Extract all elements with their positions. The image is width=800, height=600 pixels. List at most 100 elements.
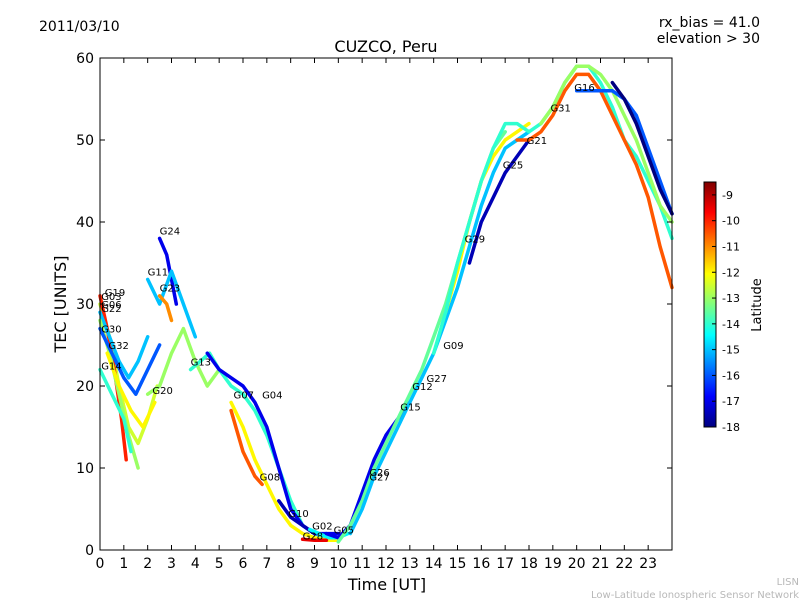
x-tick-label: 23 (639, 556, 657, 572)
axes: 0 1 2 3 4 5 6 7 8 9 10 11 12 13 14 15 16 17 18 19 20 21 22 2301… (76, 51, 673, 572)
satellite-label-G11: G11 (148, 267, 168, 278)
colorbar-tick-label: -15 (722, 344, 740, 357)
x-tick-label: 10 (329, 556, 347, 572)
satellite-label-G21: G21 (527, 136, 547, 147)
satellite-label-G28: G28 (303, 531, 323, 542)
satellite-label-G22: G22 (101, 304, 121, 315)
satellite-label-G13: G13 (191, 358, 211, 369)
series-G28 (300, 537, 329, 542)
satellite-label-G30: G30 (101, 325, 121, 336)
satellite-label-G04: G04 (262, 390, 282, 401)
x-tick-label: 2 (143, 556, 152, 572)
x-tick-label: 14 (425, 556, 443, 572)
x-tick-label: 3 (167, 556, 176, 572)
x-tick-label: 1 (119, 556, 128, 572)
x-tick-label: 0 (96, 556, 105, 572)
satellite-label-G02: G02 (312, 522, 332, 533)
watermark-lisn: LISN (777, 577, 799, 588)
satellite-label-G14: G14 (101, 362, 121, 373)
y-tick-label: 60 (76, 51, 94, 67)
satellite-label-G27: G27 (369, 472, 389, 483)
colorbar-tick-label: -18 (722, 421, 740, 434)
satellite-label-G08: G08 (260, 472, 280, 483)
satellite-label-G10: G10 (288, 509, 308, 520)
date-label: 2011/03/10 (39, 19, 120, 35)
series-G08 (229, 408, 264, 487)
y-axis-label: TEC [UNITS] (51, 256, 70, 354)
colorbar-tick-label: -16 (722, 369, 740, 382)
satellite-label-G07: G07 (233, 390, 253, 401)
y-tick-label: 0 (85, 543, 94, 559)
x-tick-label: 15 (449, 556, 467, 572)
x-tick-label: 19 (544, 556, 562, 572)
series-G30 (98, 326, 162, 396)
series-G12 (610, 80, 674, 216)
x-tick-label: 20 (568, 556, 586, 572)
series-G31 (539, 64, 674, 224)
satellite-label-G32: G32 (108, 341, 128, 352)
colorbar-label: Latitude (750, 278, 765, 332)
colorbar-tick-label: -9 (722, 189, 733, 202)
x-tick-label: 12 (377, 556, 395, 572)
satellite-label-G15: G15 (400, 403, 420, 414)
satellite-label-G19: G19 (105, 288, 125, 299)
plot-area (98, 64, 674, 544)
elevation-label: elevation > 30 (657, 31, 760, 47)
series-G25 (467, 138, 531, 265)
x-tick-label: 9 (310, 556, 319, 572)
x-tick-label: 16 (472, 556, 490, 572)
y-tick-label: 40 (76, 215, 94, 231)
series-G24 (157, 236, 179, 306)
satellite-label-G23: G23 (160, 284, 180, 295)
satellite-label-G20: G20 (152, 386, 172, 397)
colorbar-tick-label: -14 (722, 318, 740, 331)
x-tick-label: 6 (239, 556, 248, 572)
x-tick-label: 8 (286, 556, 295, 572)
series-G07 (229, 400, 341, 542)
rx-bias-label: rx_bias = 41.0 (659, 15, 760, 31)
y-tick-label: 50 (76, 133, 94, 149)
x-tick-label: 11 (353, 556, 371, 572)
series-G26 (336, 130, 507, 544)
series-G21 (515, 72, 674, 290)
satellite-label-G27: G27 (427, 374, 447, 385)
colorbar-tick-label: -13 (722, 292, 740, 305)
satellite-label-G25: G25 (503, 161, 523, 172)
satellite-label-G24: G24 (160, 226, 180, 237)
series-G06 (98, 310, 150, 380)
y-tick-label: 20 (76, 379, 94, 395)
x-tick-label: 21 (592, 556, 610, 572)
colorbar-tick-label: -10 (722, 215, 740, 228)
y-tick-label: 30 (76, 297, 94, 313)
colorbar-scale (703, 181, 717, 428)
series-G23 (157, 294, 174, 323)
satellite-label-G16: G16 (574, 83, 594, 94)
satellite-label-G03: G03 (101, 292, 121, 303)
x-axis-label: Time [UT] (347, 575, 426, 594)
x-tick-label: 22 (615, 556, 633, 572)
satellite-label-G06: G06 (101, 300, 121, 311)
colorbar-tick-label: -12 (722, 266, 740, 279)
x-tick-label: 17 (496, 556, 514, 572)
satellite-label-G29: G29 (465, 235, 485, 246)
colorbar-tick-label: -11 (722, 240, 740, 253)
colorbar-tick-label: -17 (722, 395, 740, 408)
x-tick-label: 5 (215, 556, 224, 572)
satellite-label-G26: G26 (369, 468, 389, 479)
series-G20 (145, 326, 221, 396)
satellite-label-G31: G31 (550, 103, 570, 114)
x-tick-label: 18 (520, 556, 538, 572)
x-tick-label: 4 (191, 556, 200, 572)
chart-title: CUZCO, Peru (334, 37, 437, 56)
satellite-label-G12: G12 (412, 382, 432, 393)
watermark-network: Low-Latitude Ionospheric Sensor Network (591, 590, 799, 600)
satellite-label-G05: G05 (334, 526, 354, 537)
x-tick-label: 13 (401, 556, 419, 572)
x-tick-label: 7 (262, 556, 271, 572)
series-G11 (145, 269, 198, 339)
satellite-label-G09: G09 (443, 341, 463, 352)
series-G14 (98, 367, 133, 454)
colorbar: -9 -10 -11 -12 -13 -14 -15 -16 -17 -18 (703, 181, 740, 434)
